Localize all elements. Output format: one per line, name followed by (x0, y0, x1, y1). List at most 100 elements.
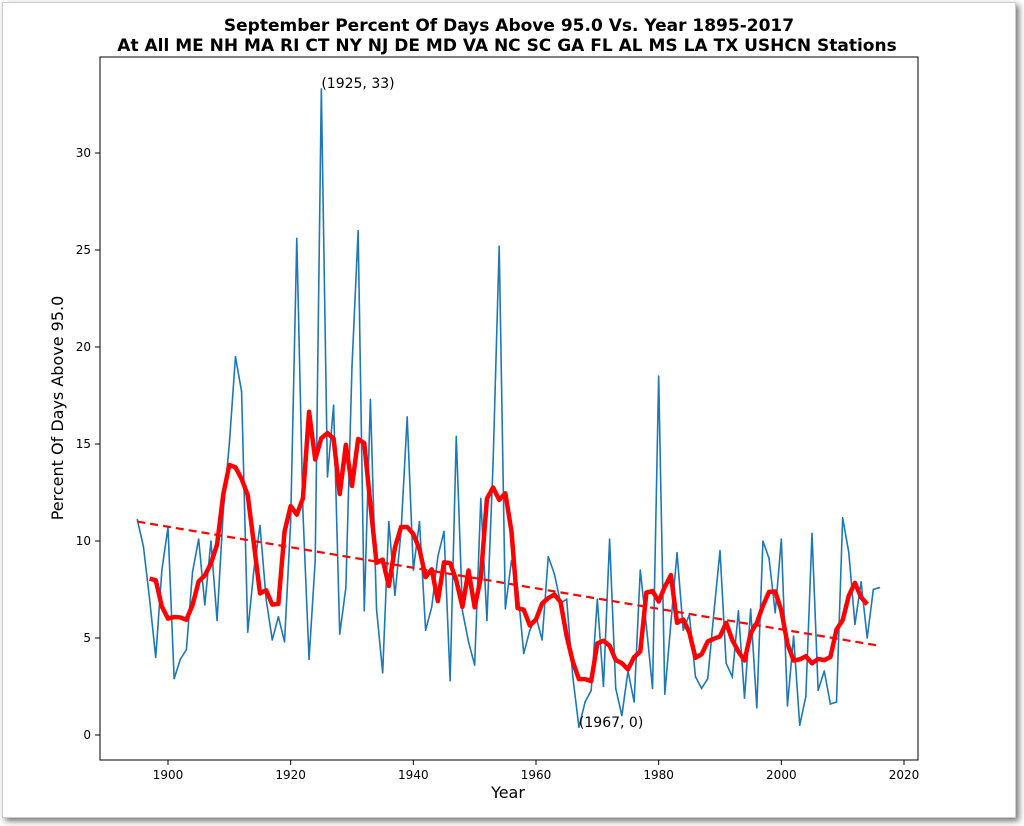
annual-data-point (768, 557, 770, 560)
annual-data-point (565, 598, 568, 600)
annual-data-point (676, 551, 678, 554)
x-tick-label: 2020 (889, 768, 920, 782)
annual-data-point (504, 608, 507, 610)
annual-data-point (578, 726, 580, 729)
annual-data-point (473, 664, 476, 666)
figure-frame (2, 2, 1016, 818)
annual-data-point (841, 516, 844, 519)
annual-data-point (381, 672, 384, 674)
annual-data-point (762, 540, 764, 542)
annual-data-point (357, 229, 359, 232)
annual-data-point (731, 676, 734, 678)
annual-data-point (461, 610, 464, 612)
annual-series-line (136, 88, 880, 728)
annual-data-point (161, 569, 163, 571)
annual-data-point (308, 658, 310, 661)
annual-data-point (737, 610, 740, 612)
annual-data-point (522, 652, 525, 655)
annual-data-point (154, 656, 157, 659)
annual-data-point (878, 586, 881, 589)
annual-data-point (854, 623, 856, 626)
annual-data-point (866, 637, 868, 639)
annual-data-point (645, 625, 648, 628)
annual-data-point (719, 549, 721, 552)
annual-data-point (271, 639, 274, 641)
annual-data-point (756, 707, 758, 709)
annual-data-point (860, 580, 862, 583)
annotation-label: (1925, 33) (321, 76, 394, 92)
annual-data-point (179, 658, 182, 661)
annual-data-point (872, 588, 875, 591)
annual-data-point (185, 648, 188, 651)
annotation-label: (1967, 0) (579, 715, 643, 731)
annual-data-point (455, 435, 458, 438)
annual-data-point (651, 687, 654, 690)
annual-data-point (621, 714, 623, 717)
annual-data-point (173, 677, 175, 680)
annual-data-point (774, 611, 776, 614)
annual-data-point (657, 375, 660, 377)
annual-data-point (424, 629, 427, 632)
annual-data-point (326, 476, 329, 478)
annual-data-point (639, 569, 642, 571)
annual-data-point (713, 611, 715, 614)
annual-data-point (136, 518, 139, 521)
trend-line (137, 520, 880, 647)
annual-data-point (191, 571, 194, 573)
annual-data-point (670, 621, 672, 624)
annual-data-point (614, 687, 617, 690)
annual-data-point (443, 530, 445, 533)
annual-data-point (798, 724, 801, 727)
annual-data-point (228, 443, 231, 445)
chart-title: September Percent Of Days Above 95.0 Vs.… (224, 16, 794, 36)
annual-data-point (553, 573, 556, 575)
annual-data-point (375, 608, 378, 610)
annual-data-point (351, 365, 353, 368)
annual-data-point (210, 540, 212, 542)
y-tick-label: 20 (76, 340, 91, 354)
annual-data-point (283, 641, 286, 643)
annual-data-point (406, 416, 409, 418)
y-tick-label: 30 (76, 146, 91, 160)
annual-data-point (786, 705, 789, 707)
annual-data-point (234, 355, 237, 358)
annual-data-point (743, 697, 746, 699)
annual-data-point (320, 88, 323, 90)
annual-data-point (363, 610, 366, 612)
annual-data-point (332, 404, 335, 407)
annual-data-point (388, 520, 390, 523)
annual-data-point (302, 511, 304, 513)
y-tick-label: 0 (83, 728, 91, 742)
annual-data-point (418, 520, 421, 523)
x-tick-label: 1900 (153, 768, 184, 782)
annual-data-point (412, 569, 415, 571)
y-tick-label: 5 (83, 631, 91, 645)
annual-data-point (296, 237, 298, 240)
y-tick-label: 15 (76, 437, 91, 451)
annual-data-point (547, 555, 550, 558)
x-tick-label: 1980 (643, 768, 674, 782)
annual-data-point (259, 524, 261, 527)
x-axis-label: Year (490, 783, 525, 802)
annual-data-point (805, 695, 807, 697)
annual-data-point (749, 608, 752, 610)
annual-data-point (590, 689, 592, 692)
y-axis-label: Percent Of Days Above 95.0 (48, 296, 67, 521)
annual-data-point (817, 689, 819, 692)
annual-data-point (780, 538, 783, 540)
x-tick-label: 1940 (398, 768, 429, 782)
annual-data-point (437, 555, 439, 558)
annual-data-point (823, 670, 826, 672)
annual-data-point (486, 619, 488, 622)
annual-data-point (430, 606, 433, 608)
annual-data-point (467, 641, 470, 643)
annual-data-point (694, 676, 697, 678)
annual-data-point (541, 639, 543, 641)
annual-data-point (835, 701, 838, 703)
annual-data-point (253, 569, 255, 571)
annual-data-point (492, 462, 494, 465)
chart-subtitle: At All ME NH MA RI CT NY NJ DE MD VA NC … (117, 36, 896, 56)
annual-data-point (664, 693, 666, 696)
y-tick-label: 25 (76, 243, 91, 257)
